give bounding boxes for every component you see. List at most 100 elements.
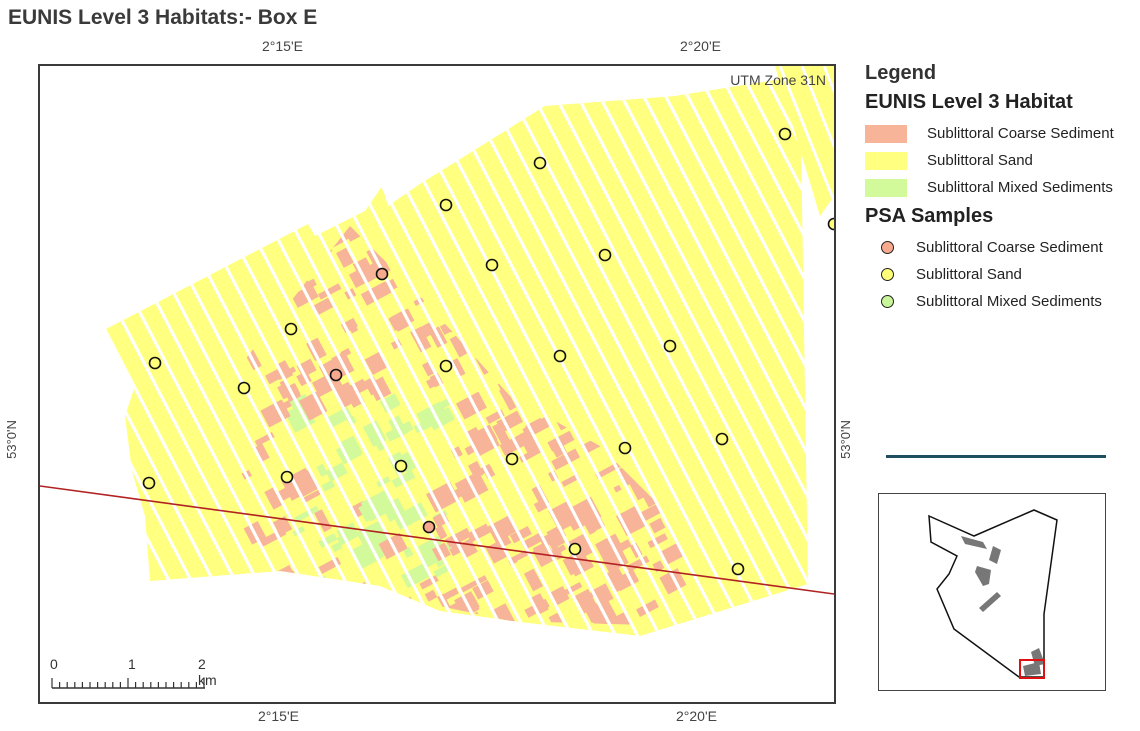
lat-tick-right: 53°0'N <box>837 420 853 459</box>
sediment-patch <box>613 484 622 493</box>
boundary-line <box>40 485 834 595</box>
sediment-patch <box>413 321 437 342</box>
psa-sample-point[interactable] <box>663 339 677 353</box>
sediment-patch <box>390 339 402 350</box>
locator-inset-map[interactable] <box>878 493 1106 691</box>
survey-gap <box>604 76 808 636</box>
survey-gap <box>40 66 78 702</box>
survey-gap <box>384 76 718 636</box>
sediment-patch <box>284 582 316 612</box>
psa-sample-point[interactable] <box>439 359 453 373</box>
sediment-patch <box>579 538 591 552</box>
survey-gap <box>40 66 100 702</box>
sediment-patch <box>607 567 629 592</box>
sediment-patch <box>360 490 395 522</box>
psa-sample-point[interactable] <box>827 217 835 231</box>
legend-sample-coarse-label: Sublittoral Coarse Sediment <box>916 239 1103 256</box>
sediment-patch <box>258 576 287 597</box>
top-tick-220: 2°20'E <box>680 38 721 54</box>
sediment-patch <box>379 393 401 413</box>
legend-sample-coarse: Sublittoral Coarse Sediment <box>865 234 1140 261</box>
psa-sample-point[interactable] <box>148 356 162 370</box>
sediment-patch <box>560 582 583 597</box>
sediment-patch <box>436 559 445 568</box>
sediment-patch <box>380 588 395 605</box>
scale-label-2: 2 km <box>198 656 217 688</box>
psa-sample-points <box>142 127 835 576</box>
psa-sample-point[interactable] <box>142 476 156 490</box>
psa-sample-point[interactable] <box>439 198 453 212</box>
sediment-patch <box>571 559 594 577</box>
psa-sample-point[interactable] <box>553 349 567 363</box>
sediment-patch <box>312 297 334 316</box>
psa-sample-point[interactable] <box>568 542 582 556</box>
sediment-patch <box>433 564 451 578</box>
sediment-patch <box>445 485 467 503</box>
sediment-patch <box>402 546 414 558</box>
survey-gap <box>692 76 808 636</box>
sediment-patch <box>335 247 354 268</box>
map-frame[interactable]: UTM Zone 31N 0 1 2 km <box>38 64 836 704</box>
psa-sample-point[interactable] <box>280 470 294 484</box>
legend-sample-mixed: Sublittoral Mixed Sediments <box>865 288 1140 315</box>
sediment-patch <box>261 588 289 608</box>
sediment-patch <box>254 443 270 462</box>
inset-block-5 <box>1031 648 1045 666</box>
sediment-patch <box>354 605 366 619</box>
sediment-patch <box>366 611 395 626</box>
psa-sample-point[interactable] <box>715 432 729 446</box>
sediment-patch <box>419 575 439 590</box>
sediment-patch <box>547 430 575 452</box>
sediment-patch <box>331 541 343 553</box>
sediment-patch <box>533 499 548 513</box>
lat-tick-left: 53°0'N <box>3 420 19 459</box>
survey-gap <box>714 76 808 636</box>
survey-gap <box>670 76 808 636</box>
psa-sample-point[interactable] <box>284 322 298 336</box>
psa-sample-point[interactable] <box>533 156 547 170</box>
psa-sample-point[interactable] <box>778 127 792 141</box>
sediment-patch <box>336 587 349 605</box>
psa-sample-point[interactable] <box>731 562 745 576</box>
sediment-patch <box>316 463 328 477</box>
psa-sample-point[interactable] <box>618 441 632 455</box>
sediment-patch <box>636 599 659 618</box>
scale-bar: 0 1 2 km <box>50 656 220 696</box>
psa-sample-point[interactable] <box>237 381 251 395</box>
sediment-patch <box>260 399 291 428</box>
psa-sample-point[interactable] <box>394 459 408 473</box>
sediment-patch <box>255 610 277 626</box>
dot-mixed <box>881 295 894 308</box>
ne-survey-strip <box>775 66 834 216</box>
sediment-patch <box>593 583 614 605</box>
legend-sample-sand-label: Sublittoral Sand <box>916 266 1022 283</box>
dot-coarse <box>881 241 894 254</box>
survey-gap <box>428 76 762 636</box>
sediment-patch <box>318 283 342 300</box>
survey-gap <box>40 66 56 702</box>
sediment-patch <box>360 281 392 306</box>
psa-sample-point[interactable] <box>505 452 519 466</box>
sediment-patch <box>518 428 540 455</box>
psa-sample-point[interactable] <box>375 267 389 281</box>
utm-label: UTM Zone 31N <box>730 72 826 88</box>
scale-label-0: 0 <box>50 656 58 672</box>
sediment-patch <box>499 435 524 456</box>
sediment-patch <box>649 517 666 534</box>
sediment-patch <box>426 378 436 389</box>
sediment-patch <box>492 422 511 446</box>
sediment-patch <box>334 381 359 408</box>
psa-sample-point[interactable] <box>598 248 612 262</box>
sediment-patch <box>298 391 328 421</box>
psa-sample-point[interactable] <box>422 520 436 534</box>
survey-gap <box>582 76 808 636</box>
sediment-patch <box>460 575 488 593</box>
inset-block-1 <box>961 536 987 549</box>
sediment-patch <box>325 462 348 482</box>
psa-sample-point[interactable] <box>485 258 499 272</box>
sediment-patch <box>360 257 391 283</box>
scale-bar-ticks <box>51 678 205 689</box>
sediment-patch <box>280 599 295 613</box>
sediment-patch <box>640 503 663 522</box>
psa-sample-point[interactable] <box>329 368 343 382</box>
